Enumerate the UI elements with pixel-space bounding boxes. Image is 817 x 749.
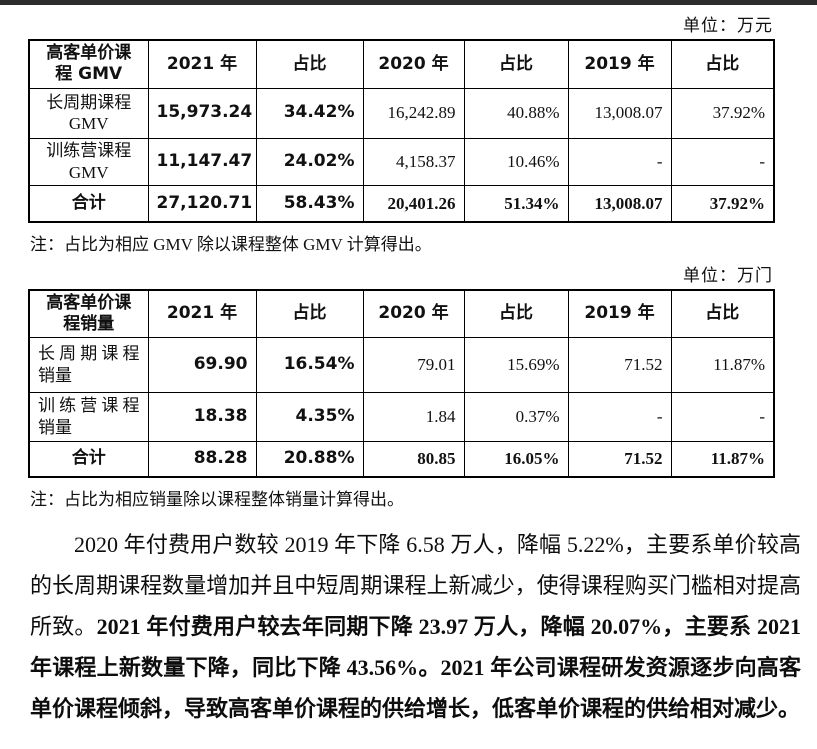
gmv-row-bootcamp: 训练营课程GMV 11,147.47 24.02% 4,158.37 10.46…	[28, 137, 775, 186]
gmv-row-long-cycle: 长周期课程GMV 15,973.24 34.42% 16,242.89 40.8…	[28, 87, 775, 139]
sales-cell: 16.05%	[463, 440, 569, 478]
gmv-header-label: 高客单价课程 GMV	[28, 39, 149, 89]
gmv-cell: 15,973.24	[147, 87, 257, 139]
sales-total-label: 合计	[28, 440, 149, 478]
gmv-cell: 40.88%	[463, 87, 569, 139]
sales-header-2020: 2020 年	[362, 289, 465, 338]
sales-cell: 4.35%	[255, 391, 364, 442]
sales-cell: 71.52	[567, 440, 672, 478]
sales-table-header-row: 高客单价课程销量 2021 年 占比 2020 年 占比 2019 年 占比	[28, 289, 775, 338]
sales-cell: -	[670, 391, 775, 442]
gmv-row-label: 长周期课程GMV	[28, 87, 149, 139]
gmv-cell: 37.92%	[670, 184, 775, 223]
sales-cell: 71.52	[567, 336, 672, 393]
analysis-regular-text: 2020 年付费用户数较 2019 年下降 6.58 万人，降幅 5.22%，主…	[30, 532, 801, 639]
sales-cell: 20.88%	[255, 440, 364, 478]
gmv-table-header-row: 高客单价课程 GMV 2021 年 占比 2020 年 占比 2019 年 占比	[28, 39, 775, 89]
sales-row-label: 训练营课程销量	[28, 391, 149, 442]
gmv-total-label: 合计	[28, 184, 149, 223]
sales-row-label: 长周期课程销量	[28, 336, 149, 393]
sales-row-long-cycle: 长周期课程销量 69.90 16.54% 79.01 15.69% 71.52 …	[28, 336, 775, 393]
sales-cell: 11.87%	[670, 336, 775, 393]
sales-cell: 15.69%	[463, 336, 569, 393]
sales-cell: 18.38	[147, 391, 257, 442]
gmv-header-share-2021: 占比	[255, 39, 364, 89]
sales-table: 高客单价课程销量 2021 年 占比 2020 年 占比 2019 年 占比 长…	[28, 289, 775, 478]
gmv-cell: -	[670, 137, 775, 186]
sales-header-label: 高客单价课程销量	[28, 289, 149, 338]
gmv-cell: 24.02%	[255, 137, 364, 186]
sales-cell: 1.84	[362, 391, 465, 442]
gmv-header-2021: 2021 年	[147, 39, 257, 89]
gmv-row-label: 训练营课程GMV	[28, 137, 149, 186]
gmv-cell: 4,158.37	[362, 137, 465, 186]
gmv-table: 高客单价课程 GMV 2021 年 占比 2020 年 占比 2019 年 占比…	[28, 39, 775, 223]
gmv-cell: 51.34%	[463, 184, 569, 223]
gmv-row-total: 合计 27,120.71 58.43% 20,401.26 51.34% 13,…	[28, 184, 775, 223]
sales-header-share-2019: 占比	[670, 289, 775, 338]
gmv-header-share-2020: 占比	[463, 39, 569, 89]
gmv-header-2020: 2020 年	[362, 39, 465, 89]
analysis-paragraph: 2020 年付费用户数较 2019 年下降 6.58 万人，降幅 5.22%，主…	[30, 524, 801, 729]
sales-cell: 69.90	[147, 336, 257, 393]
sales-cell: 80.85	[362, 440, 465, 478]
analysis-bold-text: 2021 年付费用户较去年同期下降 23.97 万人，降幅 20.07%，主要系…	[30, 614, 801, 721]
unit-label-sales: 单位：万门	[683, 266, 773, 285]
gmv-header-2019: 2019 年	[567, 39, 672, 89]
gmv-cell: 11,147.47	[147, 137, 257, 186]
gmv-cell: 27,120.71	[147, 184, 257, 223]
gmv-cell: 34.42%	[255, 87, 364, 139]
gmv-table-note: 注：占比为相应 GMV 除以课程整体 GMV 计算得出。	[30, 235, 432, 254]
sales-header-share-2020: 占比	[463, 289, 569, 338]
gmv-cell: -	[567, 137, 672, 186]
sales-cell: 11.87%	[670, 440, 775, 478]
gmv-cell: 13,008.07	[567, 87, 672, 139]
gmv-cell: 13,008.07	[567, 184, 672, 223]
gmv-cell: 58.43%	[255, 184, 364, 223]
sales-cell: 16.54%	[255, 336, 364, 393]
unit-label-gmv: 单位：万元	[683, 16, 773, 35]
sales-row-total: 合计 88.28 20.88% 80.85 16.05% 71.52 11.87…	[28, 440, 775, 478]
gmv-header-share-2019: 占比	[670, 39, 775, 89]
sales-table-note: 注：占比为相应销量除以课程整体销量计算得出。	[30, 490, 404, 509]
sales-row-bootcamp: 训练营课程销量 18.38 4.35% 1.84 0.37% - -	[28, 391, 775, 442]
sales-header-share-2021: 占比	[255, 289, 364, 338]
top-edge-bar	[0, 0, 817, 5]
sales-header-2019: 2019 年	[567, 289, 672, 338]
sales-cell: -	[567, 391, 672, 442]
sales-header-2021: 2021 年	[147, 289, 257, 338]
sales-cell: 0.37%	[463, 391, 569, 442]
sales-cell: 88.28	[147, 440, 257, 478]
gmv-cell: 16,242.89	[362, 87, 465, 139]
sales-cell: 79.01	[362, 336, 465, 393]
gmv-cell: 10.46%	[463, 137, 569, 186]
gmv-cell: 20,401.26	[362, 184, 465, 223]
gmv-cell: 37.92%	[670, 87, 775, 139]
